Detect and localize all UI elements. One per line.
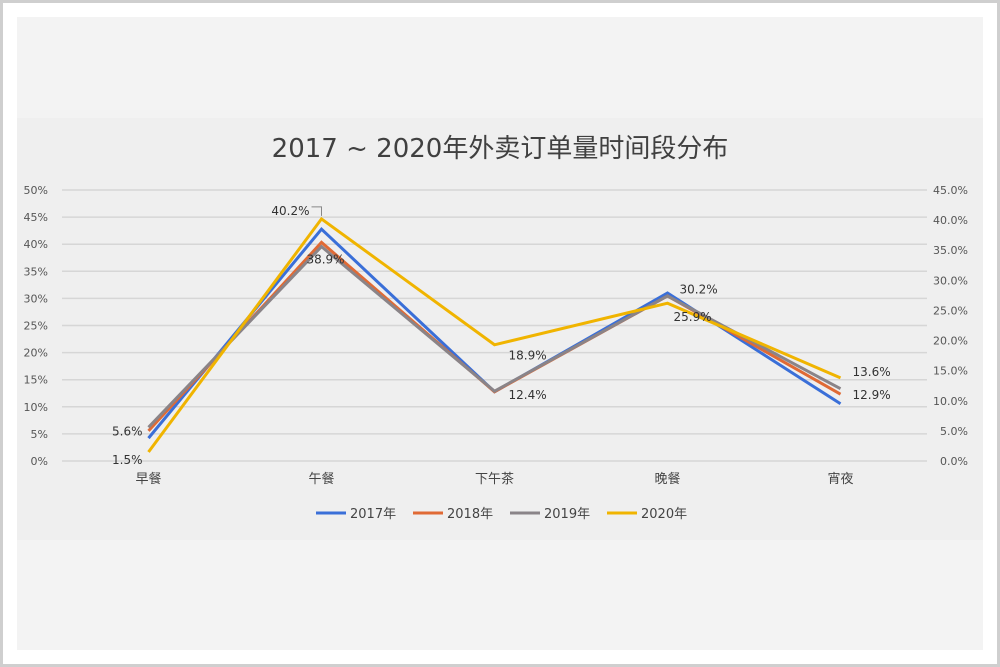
y-left-tick-label: 25% [24, 320, 48, 333]
y-right-tick-label: 45.0% [933, 184, 968, 197]
y-right-tick-label: 40.0% [933, 214, 968, 227]
y-left-tick-label: 30% [24, 292, 48, 305]
legend-label: 2017年 [350, 507, 396, 522]
y-left-tick-label: 50% [24, 184, 48, 197]
y-left-tick-label: 5% [31, 428, 48, 441]
leader-line [311, 206, 322, 216]
y-right-tick-label: 15.0% [933, 365, 968, 378]
y-right-tick-label: 35.0% [933, 244, 968, 257]
y-right-tick-label: 25.0% [933, 304, 968, 317]
y-left-tick-label: 20% [24, 347, 48, 360]
legend-label: 2020年 [641, 507, 687, 522]
y-right-tick-label: 5.0% [940, 425, 968, 438]
y-left-tick-label: 35% [24, 265, 48, 278]
x-tick-label: 午餐 [308, 471, 334, 487]
data-label: 38.9% [306, 252, 344, 266]
y-left-tick-label: 40% [24, 238, 48, 251]
data-label: 30.2% [680, 282, 718, 296]
data-label: 40.2% [271, 204, 309, 218]
y-left-tick-label: 45% [24, 211, 48, 224]
series-line-2020年 [147, 216, 842, 453]
data-label: 13.6% [853, 365, 891, 379]
legend-item: 2019年 [510, 507, 590, 522]
legend-item: 2020年 [607, 507, 687, 522]
x-tick-label: 宵夜 [827, 471, 853, 487]
data-label: 25.9% [674, 310, 712, 324]
data-label: 18.9% [509, 349, 547, 363]
y-right-tick-label: 0.0% [940, 455, 968, 468]
x-tick-label: 早餐 [135, 471, 161, 487]
data-label: 12.4% [509, 388, 547, 402]
y-left-tick-label: 0% [31, 455, 48, 468]
legend-item: 2017年 [316, 507, 396, 522]
y-right-tick-label: 20.0% [933, 335, 968, 348]
data-label: 5.6% [112, 424, 143, 438]
y-left-tick-label: 15% [24, 374, 48, 387]
data-label: 1.5% [112, 453, 143, 467]
legend-label: 2018年 [447, 507, 493, 522]
x-tick-label: 下午茶 [475, 471, 514, 487]
x-tick-label: 晚餐 [654, 471, 680, 487]
y-right-tick-label: 10.0% [933, 395, 968, 408]
y-left-tick-label: 10% [24, 401, 48, 414]
legend-label: 2019年 [544, 507, 590, 522]
chart-background [17, 118, 983, 540]
y-right-tick-label: 30.0% [933, 274, 968, 287]
legend-item: 2018年 [413, 507, 493, 522]
data-label: 12.9% [853, 388, 891, 402]
chart-title: 2017 ~ 2020年外卖订单量时间段分布 [272, 134, 729, 164]
